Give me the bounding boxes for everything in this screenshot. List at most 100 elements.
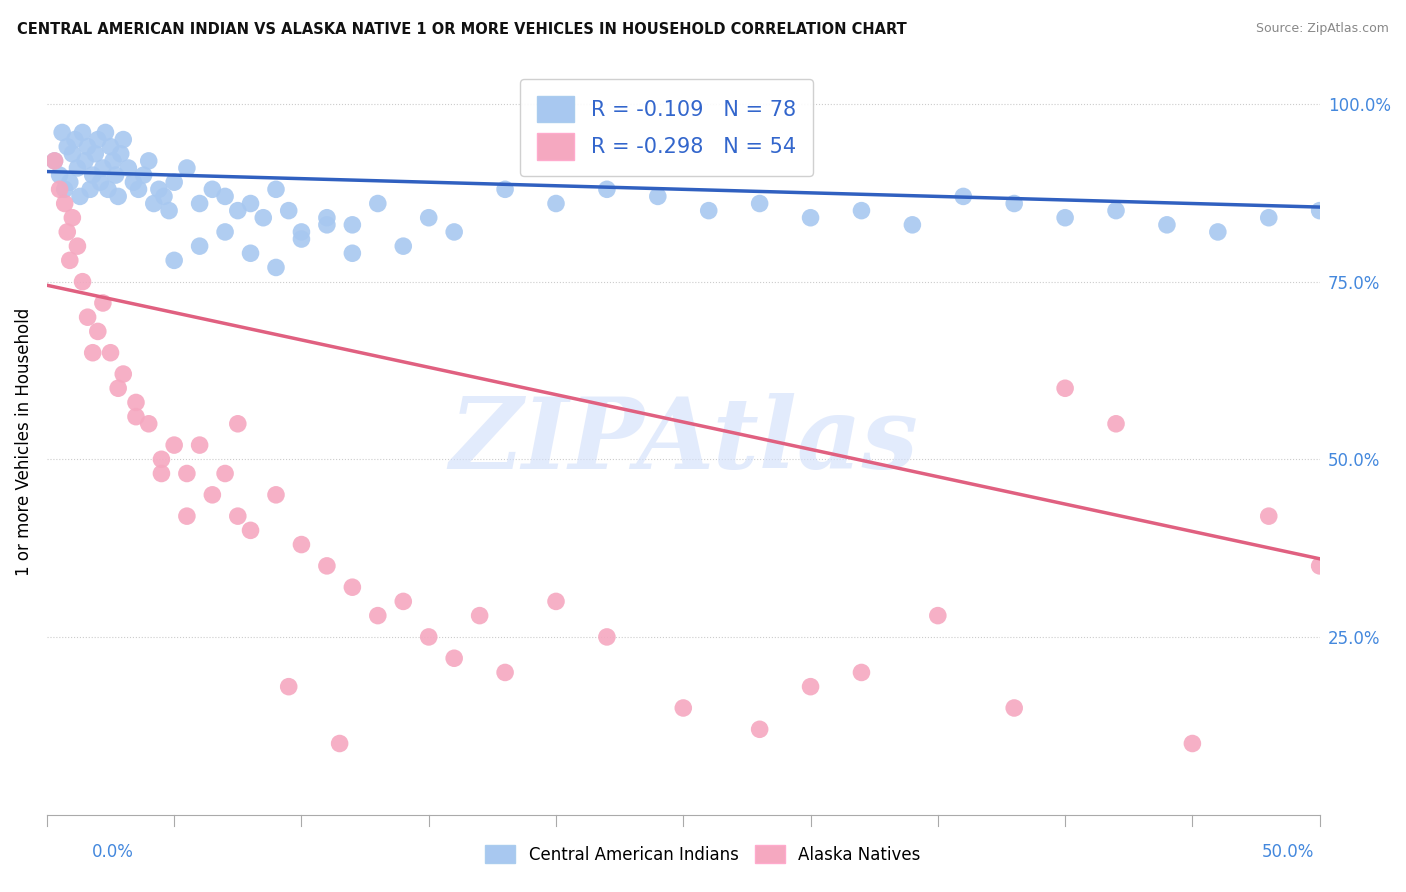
Point	[239, 196, 262, 211]
Point	[799, 211, 821, 225]
Point	[1257, 509, 1279, 524]
Point	[443, 651, 465, 665]
Point	[72, 126, 94, 140]
Point	[1054, 381, 1077, 395]
Point	[91, 296, 114, 310]
Point	[1002, 196, 1025, 211]
Point	[468, 608, 491, 623]
Point	[97, 182, 120, 196]
Legend: Central American Indians, Alaska Natives: Central American Indians, Alaska Natives	[478, 838, 928, 871]
Point	[110, 146, 132, 161]
Point	[112, 367, 135, 381]
Point	[48, 182, 70, 196]
Point	[443, 225, 465, 239]
Point	[1257, 211, 1279, 225]
Point	[1206, 225, 1229, 239]
Point	[201, 182, 224, 196]
Point	[132, 168, 155, 182]
Point	[901, 218, 924, 232]
Point	[316, 211, 339, 225]
Point	[697, 203, 720, 218]
Point	[1054, 211, 1077, 225]
Point	[290, 232, 312, 246]
Point	[107, 381, 129, 395]
Point	[188, 438, 211, 452]
Point	[79, 182, 101, 196]
Point	[69, 189, 91, 203]
Point	[125, 409, 148, 424]
Point	[1105, 203, 1128, 218]
Text: ZIPAtlas: ZIPAtlas	[449, 393, 918, 490]
Point	[163, 175, 186, 189]
Point	[1002, 701, 1025, 715]
Point	[1181, 737, 1204, 751]
Point	[316, 218, 339, 232]
Point	[748, 196, 770, 211]
Point	[150, 467, 173, 481]
Point	[952, 189, 974, 203]
Point	[176, 467, 198, 481]
Point	[53, 196, 76, 211]
Point	[647, 189, 669, 203]
Point	[44, 153, 66, 168]
Point	[59, 253, 82, 268]
Point	[163, 253, 186, 268]
Point	[84, 146, 107, 161]
Point	[672, 701, 695, 715]
Point	[188, 239, 211, 253]
Point	[851, 665, 873, 680]
Y-axis label: 1 or more Vehicles in Household: 1 or more Vehicles in Household	[15, 308, 32, 575]
Point	[226, 203, 249, 218]
Point	[367, 608, 389, 623]
Point	[214, 189, 236, 203]
Point	[157, 203, 180, 218]
Point	[264, 182, 287, 196]
Point	[239, 524, 262, 538]
Point	[596, 630, 619, 644]
Point	[367, 196, 389, 211]
Point	[176, 161, 198, 175]
Point	[148, 182, 170, 196]
Legend: R = -0.109   N = 78, R = -0.298   N = 54: R = -0.109 N = 78, R = -0.298 N = 54	[520, 78, 813, 177]
Point	[239, 246, 262, 260]
Point	[596, 182, 619, 196]
Point	[48, 168, 70, 182]
Point	[56, 139, 79, 153]
Point	[927, 608, 949, 623]
Point	[851, 203, 873, 218]
Point	[214, 225, 236, 239]
Point	[142, 196, 165, 211]
Point	[163, 438, 186, 452]
Point	[329, 737, 352, 751]
Point	[72, 275, 94, 289]
Point	[87, 132, 110, 146]
Point	[264, 260, 287, 275]
Text: 0.0%: 0.0%	[91, 843, 134, 861]
Point	[59, 175, 82, 189]
Point	[138, 153, 160, 168]
Point	[252, 211, 274, 225]
Point	[100, 139, 122, 153]
Point	[1156, 218, 1178, 232]
Point	[94, 126, 117, 140]
Point	[1105, 417, 1128, 431]
Point	[418, 211, 440, 225]
Text: 50.0%: 50.0%	[1263, 843, 1315, 861]
Point	[66, 161, 89, 175]
Point	[392, 239, 415, 253]
Point	[122, 175, 145, 189]
Point	[138, 417, 160, 431]
Point	[76, 139, 98, 153]
Point	[392, 594, 415, 608]
Point	[418, 630, 440, 644]
Point	[117, 161, 139, 175]
Point	[342, 246, 364, 260]
Point	[76, 310, 98, 325]
Point	[342, 218, 364, 232]
Point	[87, 325, 110, 339]
Point	[125, 395, 148, 409]
Point	[226, 417, 249, 431]
Point	[44, 153, 66, 168]
Point	[51, 126, 73, 140]
Text: CENTRAL AMERICAN INDIAN VS ALASKA NATIVE 1 OR MORE VEHICLES IN HOUSEHOLD CORRELA: CENTRAL AMERICAN INDIAN VS ALASKA NATIVE…	[17, 22, 907, 37]
